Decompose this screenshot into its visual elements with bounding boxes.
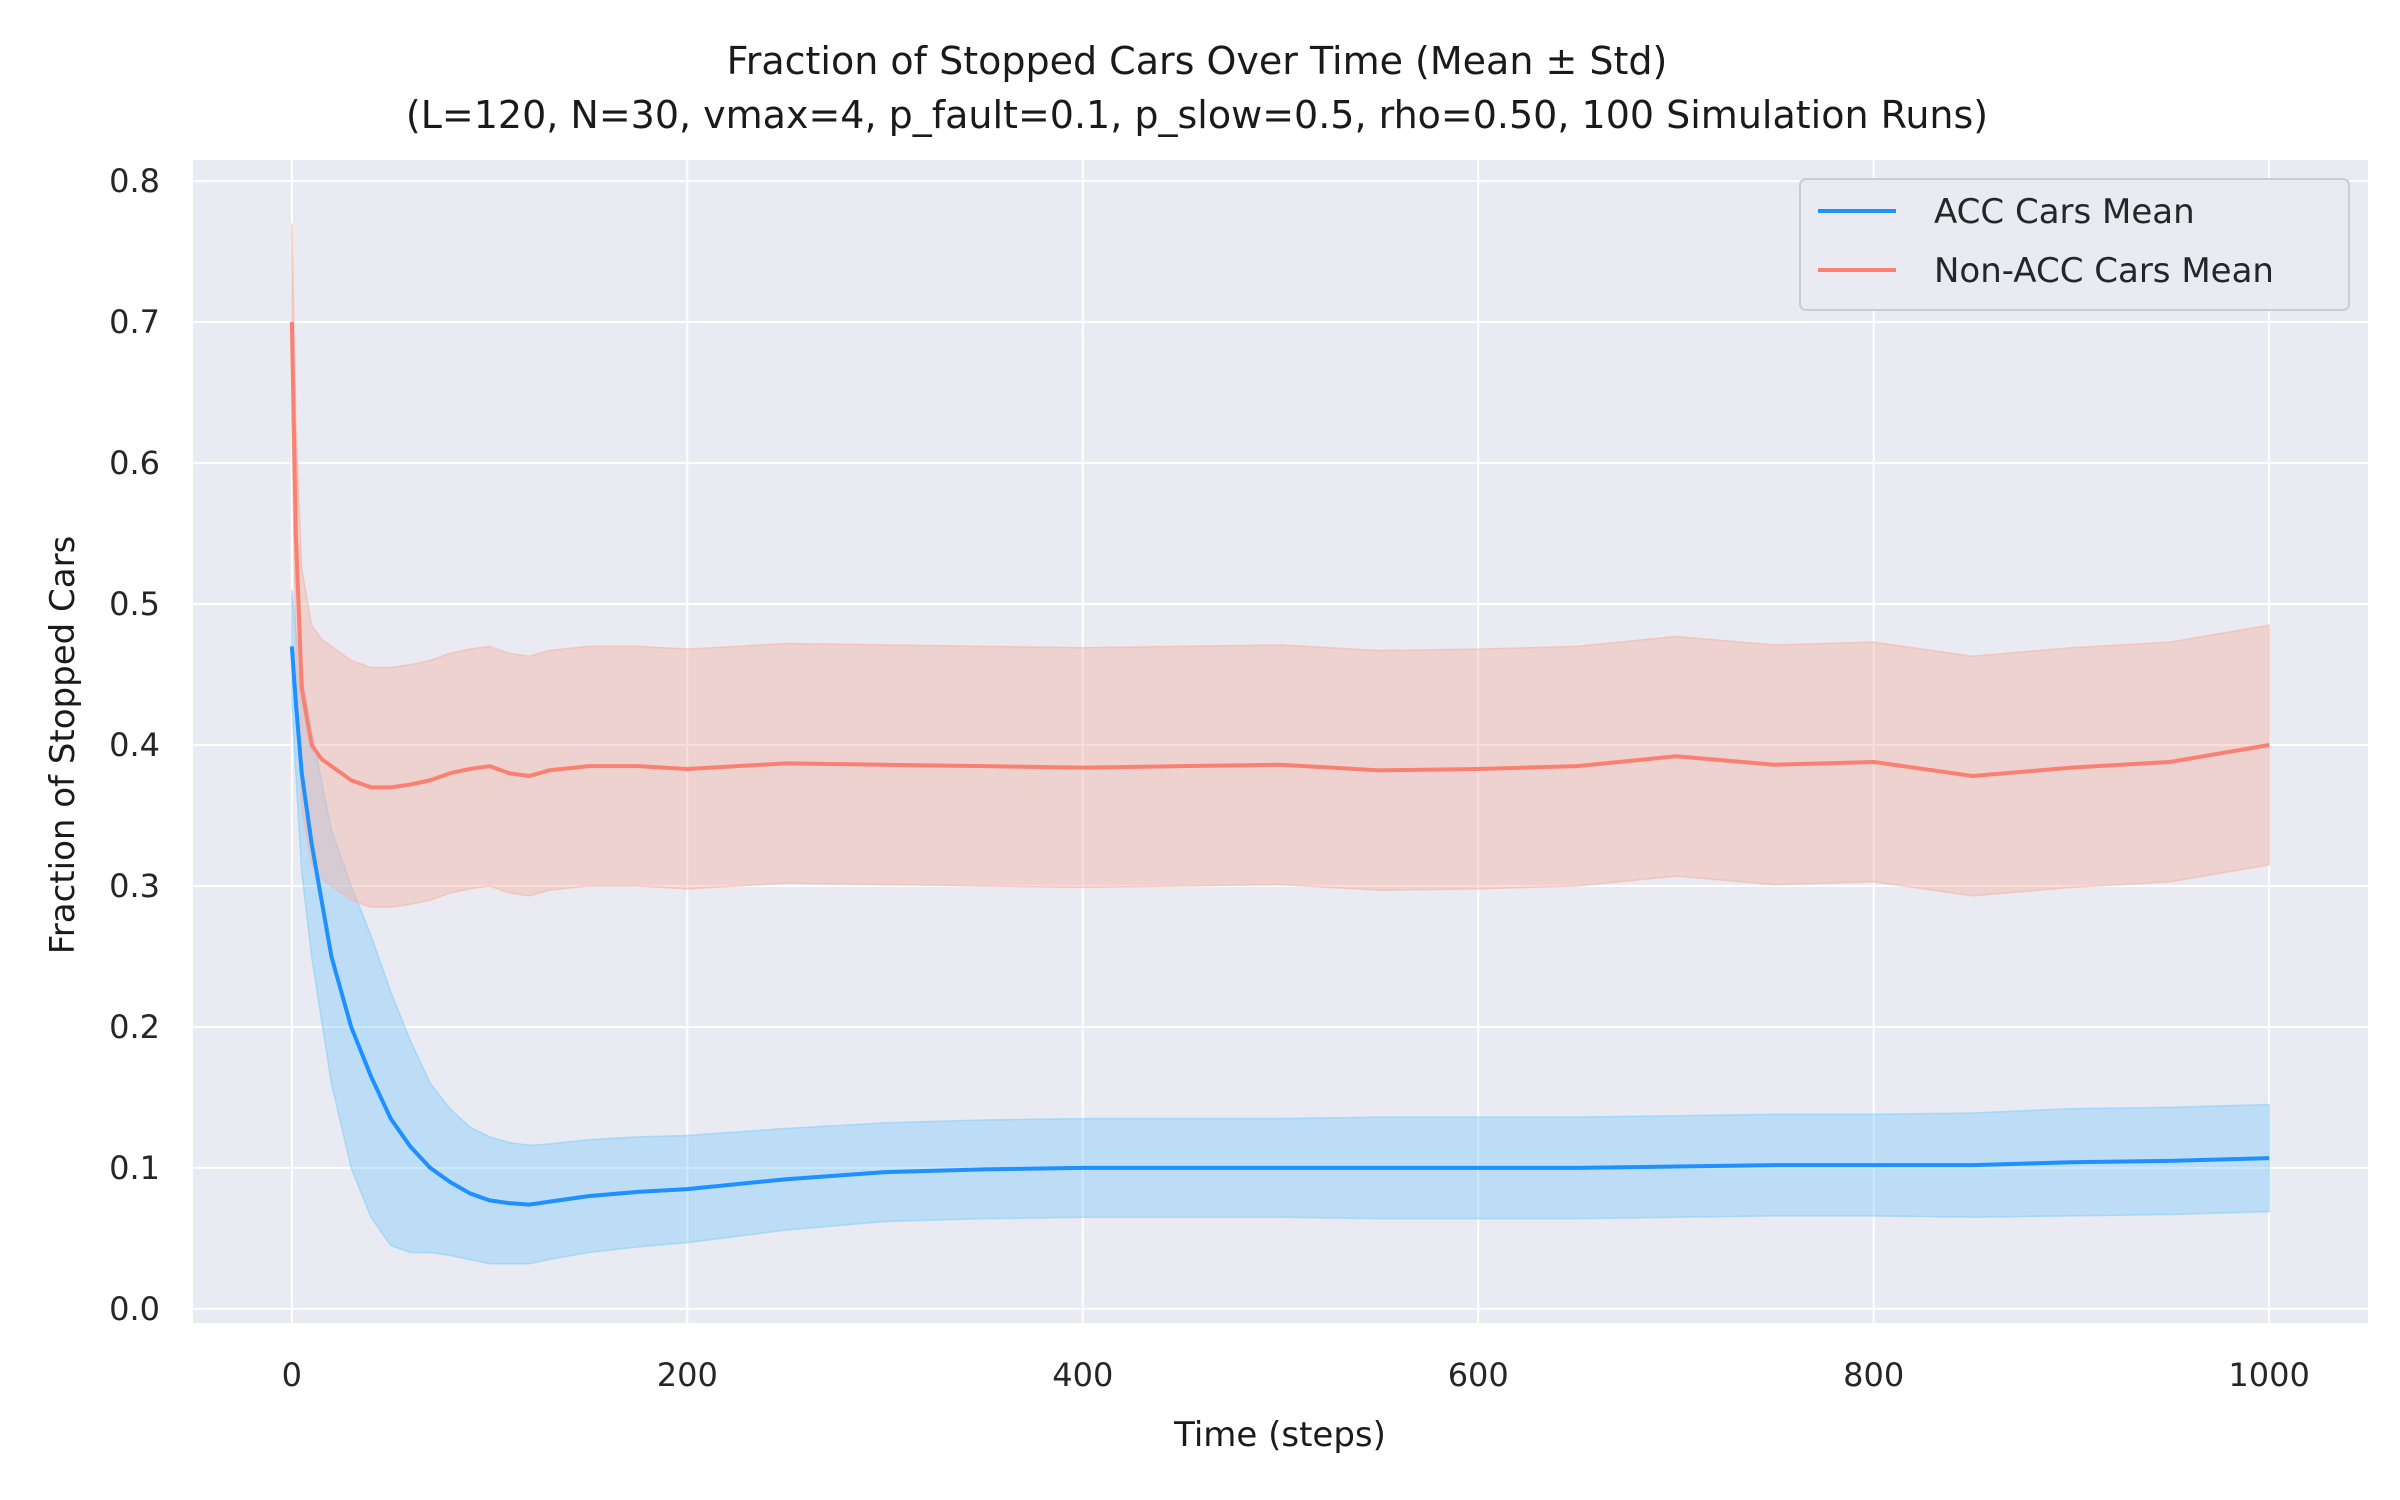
x-tick-labels: 0 200 400 600 800 1000 (282, 1356, 2310, 1394)
y-tick-label: 0.3 (109, 867, 160, 905)
legend: ACC Cars Mean Non-ACC Cars Mean (1799, 178, 2350, 311)
x-tick-label: 200 (657, 1356, 718, 1394)
y-tick-label: 0.5 (109, 585, 160, 623)
y-tick-label: 0.6 (109, 444, 160, 482)
y-tick-label: 0.1 (109, 1149, 160, 1187)
x-tick-label: 0 (282, 1356, 302, 1394)
y-tick-label: 0.2 (109, 1008, 160, 1046)
plot-area (193, 160, 2368, 1323)
mean-lines (289, 322, 2270, 1207)
chart-title: Fraction of Stopped Cars Over Time (Mean… (727, 39, 1668, 83)
non-acc-std-band (291, 223, 2270, 908)
y-tick-label: 0.4 (109, 726, 160, 764)
acc-mean-line (289, 646, 2270, 1207)
non-acc-mean-line (289, 322, 2270, 790)
x-tick-label: 800 (1843, 1356, 1904, 1394)
x-tick-label: 600 (1448, 1356, 1509, 1394)
x-axis-label: Time (steps) (1173, 1415, 1386, 1455)
x-tick-label: 400 (1052, 1356, 1113, 1394)
std-bands (291, 223, 2270, 1265)
x-tick-label: 1000 (2228, 1356, 2309, 1394)
y-tick-label: 0.0 (109, 1290, 160, 1328)
grid-lines (193, 160, 2368, 1323)
y-axis-label: Fraction of Stopped Cars (43, 536, 83, 955)
acc-std-band (291, 589, 2270, 1265)
chart-subtitle: (L=120, N=30, vmax=4, p_fault=0.1, p_slo… (406, 93, 1988, 137)
y-tick-labels: 0.0 0.1 0.2 0.3 0.4 0.5 0.6 0.7 0.8 (109, 162, 160, 1328)
legend-label-acc: ACC Cars Mean (1934, 192, 2195, 232)
legend-label-non-acc: Non-ACC Cars Mean (1934, 251, 2274, 291)
y-tick-label: 0.7 (109, 303, 160, 341)
legend-box (1799, 178, 2350, 311)
y-tick-label: 0.8 (109, 162, 160, 200)
